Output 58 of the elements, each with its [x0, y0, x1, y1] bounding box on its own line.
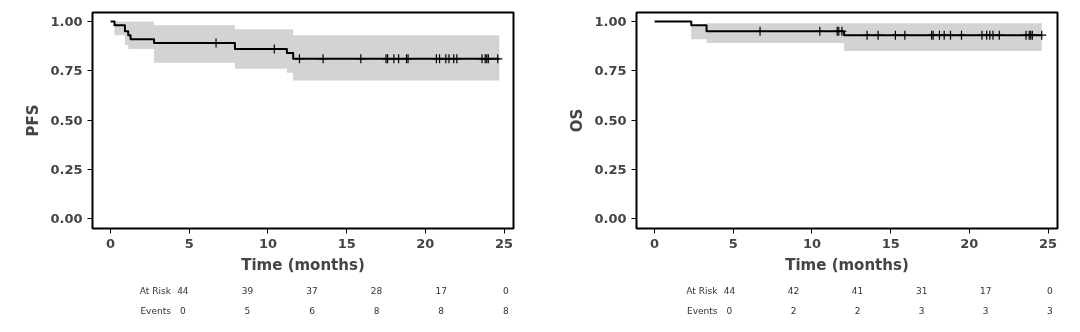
text: 3	[918, 306, 925, 316]
y-tick-label: 0.25	[594, 161, 627, 177]
x-tick-label: 15	[337, 235, 356, 251]
y-axis-title: OS	[568, 108, 587, 133]
point	[355, 53, 366, 64]
y-tick-label: 0.75	[50, 63, 83, 79]
y-axis-title: PFS	[24, 104, 43, 137]
x-tick-label: 15	[881, 235, 900, 251]
x-tick-label: 0	[650, 235, 660, 251]
y-tick-label: 0.50	[50, 112, 83, 128]
text: 6	[309, 306, 316, 316]
x-tick-label: 5	[728, 235, 738, 251]
text: Events	[686, 305, 718, 316]
text: 2	[854, 306, 861, 316]
text: 5	[244, 306, 251, 316]
x-tick-label: 20	[416, 235, 435, 251]
text: 3	[1046, 306, 1053, 316]
x-axis-title: Time (months)	[241, 255, 365, 274]
y-tick-label: 0.75	[594, 63, 627, 79]
text: 17	[435, 286, 447, 296]
point	[317, 53, 329, 64]
y-tick-label: 1.00	[50, 13, 83, 29]
text: 0	[726, 306, 733, 316]
text: At Risk	[139, 285, 172, 296]
text: 28	[370, 286, 383, 296]
x-tick-label: 0	[106, 235, 116, 251]
text: 0	[502, 286, 509, 296]
text: 37	[306, 286, 318, 296]
y-tick-label: 0.50	[594, 112, 627, 128]
text: 44	[723, 286, 736, 296]
y-tick-label: 1.00	[594, 13, 627, 29]
text: 0	[179, 306, 186, 316]
text: 31	[915, 286, 928, 296]
text: 3	[982, 306, 989, 316]
x-tick-label: 25	[1039, 235, 1058, 251]
x-tick-label: 25	[495, 235, 514, 251]
text: 44	[177, 286, 189, 296]
x-tick-label: 20	[960, 235, 979, 251]
text: At Risk	[686, 285, 719, 296]
text: 2	[790, 306, 797, 316]
x-axis-title: Time (months)	[785, 255, 909, 274]
text: 42	[787, 286, 800, 296]
x-tick-label: 10	[258, 235, 278, 251]
text: 8	[438, 306, 445, 316]
text: 41	[851, 286, 864, 296]
y-tick-label: 0.00	[50, 211, 83, 227]
x-tick-label: 5	[184, 235, 194, 251]
point	[294, 53, 305, 64]
text: 8	[502, 306, 509, 316]
y-tick-label: 0.25	[50, 161, 83, 177]
text: 8	[373, 306, 380, 316]
y-tick-label: 0.00	[594, 211, 627, 227]
text: 17	[980, 286, 992, 296]
text: 0	[1046, 286, 1053, 296]
point	[393, 53, 404, 64]
x-tick-label: 10	[802, 235, 822, 251]
text: Events	[140, 305, 172, 316]
text: 39	[241, 286, 254, 296]
